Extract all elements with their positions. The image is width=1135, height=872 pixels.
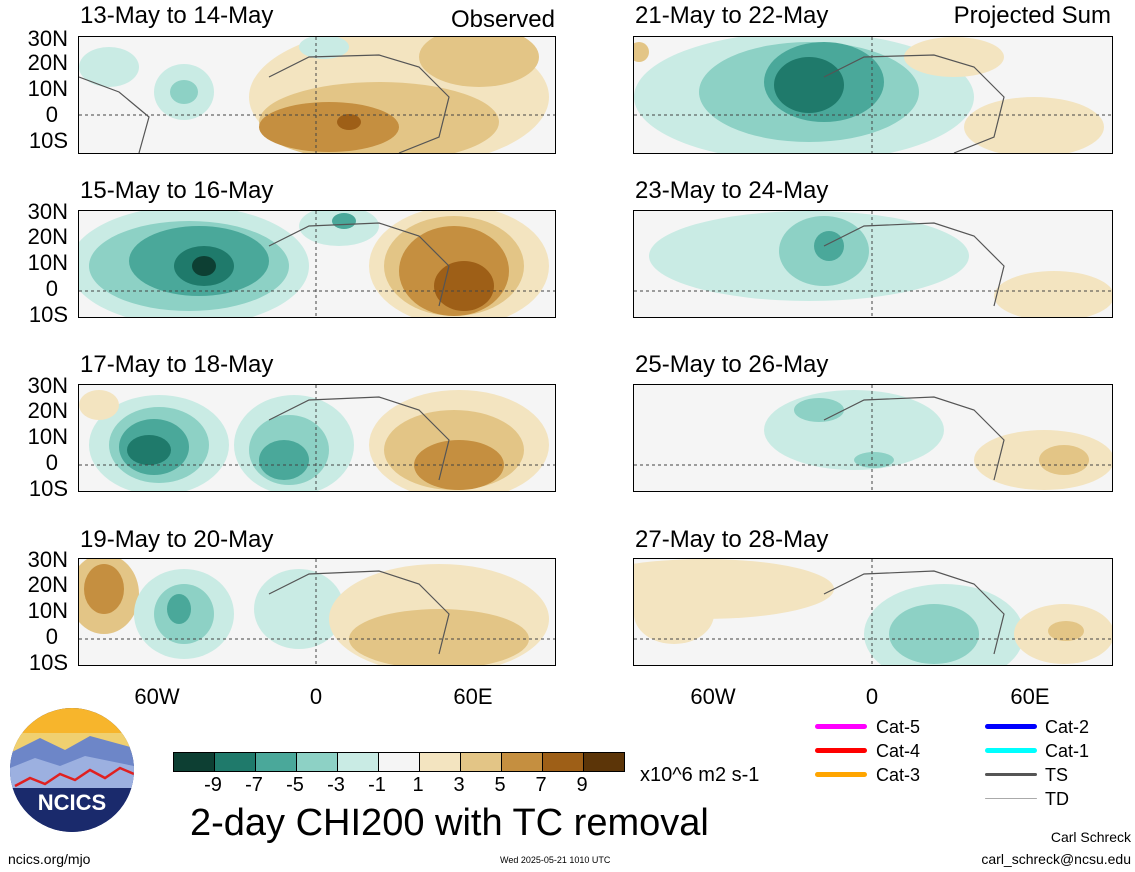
- lon-label: 60W: [690, 684, 736, 709]
- ncics-logo: NCICS: [10, 708, 134, 832]
- lat-label: 10S: [28, 302, 68, 327]
- lon-label: 0: [865, 684, 879, 709]
- map-obs-1: [79, 37, 555, 153]
- map-panel-proj-4: [633, 558, 1113, 666]
- lat-label: 20N: [27, 398, 68, 423]
- lat-label: 30N: [27, 199, 68, 224]
- map-panel-obs-4: [78, 558, 556, 666]
- legend-line-cat4: [815, 748, 867, 753]
- map-panel-obs-1: [78, 36, 556, 154]
- colorbar-tick: -5: [286, 774, 304, 796]
- map-proj-1: [634, 37, 1112, 153]
- footer-url: ncics.org/mjo: [8, 851, 91, 867]
- lon-label: 0: [309, 684, 323, 709]
- map-proj-3: [634, 385, 1112, 491]
- lat-label: 30N: [27, 373, 68, 398]
- lat-label: 30N: [27, 26, 68, 51]
- colorbar: [173, 752, 625, 772]
- panel-title-obs-4: 19-May to 20-May: [80, 526, 274, 553]
- lat-label: 10N: [27, 424, 68, 449]
- colorbar-swatch: [215, 753, 256, 771]
- map-panel-proj-3: [633, 384, 1113, 492]
- colorbar-swatch: [174, 753, 215, 771]
- logo-text: NCICS: [37, 790, 107, 815]
- colorbar-tick: -9: [204, 774, 222, 796]
- lat-label: 0: [45, 624, 58, 649]
- legend-label-cat1: Cat-1: [1045, 741, 1090, 761]
- panel-title-obs-2: 15-May to 16-May: [80, 177, 274, 204]
- lat-label: 0: [45, 102, 58, 127]
- lon-label: 60W: [134, 684, 180, 709]
- legend-line-cat5: [815, 724, 867, 729]
- map-panel-proj-1: [633, 36, 1113, 154]
- panel-title-proj-2: 23-May to 24-May: [635, 177, 829, 204]
- map-panel-obs-3: [78, 384, 556, 492]
- lat-label: 20N: [27, 572, 68, 597]
- colorbar-units: x10^6 m2 s-1: [640, 764, 760, 786]
- legend-line-ts: [985, 773, 1037, 776]
- main-title: 2-day CHI200 with TC removal: [190, 802, 709, 844]
- map-proj-4: [634, 559, 1112, 665]
- panel-title-proj-3: 25-May to 26-May: [635, 351, 829, 378]
- colorbar-swatch: [584, 753, 624, 771]
- map-obs-4: [79, 559, 555, 665]
- projected-label: Projected Sum: [953, 2, 1111, 29]
- legend-label-ts: TS: [1045, 765, 1069, 785]
- lat-label: 10S: [28, 650, 68, 675]
- colorbar-tick: 5: [494, 774, 506, 796]
- colorbar-swatch: [338, 753, 379, 771]
- legend-label-cat3: Cat-3: [876, 765, 921, 785]
- map-obs-2: [79, 211, 555, 317]
- author-email: carl_schreck@ncsu.edu: [981, 851, 1131, 867]
- map-panel-proj-2: [633, 210, 1113, 318]
- colorbar-swatch: [502, 753, 543, 771]
- colorbar-swatch: [379, 753, 420, 771]
- panel-title-proj-4: 27-May to 28-May: [635, 526, 829, 553]
- legend-label-cat5: Cat-5: [876, 717, 921, 737]
- colorbar-swatch: [297, 753, 338, 771]
- lat-label: 10N: [27, 598, 68, 623]
- colorbar-tick: -7: [245, 774, 263, 796]
- lat-label: 20N: [27, 224, 68, 249]
- footer-timestamp: Wed 2025-05-21 1010 UTC: [500, 855, 611, 865]
- lat-label: 20N: [27, 50, 68, 75]
- lon-label: 60E: [453, 684, 493, 709]
- observed-label: Observed: [450, 6, 555, 33]
- legend-line-cat2: [985, 724, 1037, 729]
- legend-line-cat3: [815, 772, 867, 777]
- colorbar-swatch: [256, 753, 297, 771]
- legend-label-cat4: Cat-4: [876, 741, 921, 761]
- panel-title-proj-1: 21-May to 22-May: [635, 2, 829, 29]
- colorbar-tick: 7: [535, 774, 547, 796]
- colorbar-swatch: [543, 753, 584, 771]
- legend-label-cat2: Cat-2: [1045, 717, 1090, 737]
- author-name: Carl Schreck: [1050, 829, 1131, 845]
- lat-label: 10S: [28, 128, 68, 153]
- legend-line-td: [985, 798, 1037, 799]
- panel-title-obs-3: 17-May to 18-May: [80, 351, 274, 378]
- lat-label: 30N: [27, 547, 68, 572]
- legend-label-td: TD: [1045, 789, 1069, 809]
- map-proj-2: [634, 211, 1112, 317]
- colorbar-tick: 3: [453, 774, 465, 796]
- colorbar-swatch: [420, 753, 461, 771]
- legend-line-cat1: [985, 748, 1037, 753]
- panel-title-obs-1: 13-May to 14-May: [80, 2, 274, 29]
- colorbar-tick: -1: [368, 774, 386, 796]
- lat-label: 0: [45, 276, 58, 301]
- colorbar-swatch: [461, 753, 502, 771]
- lat-label: 10N: [27, 250, 68, 275]
- map-panel-obs-2: [78, 210, 556, 318]
- colorbar-tick: -3: [327, 774, 345, 796]
- colorbar-tick: 1: [412, 774, 424, 796]
- lat-label: 10N: [27, 76, 68, 101]
- lon-label: 60E: [1010, 684, 1050, 709]
- lat-label: 10S: [28, 476, 68, 501]
- map-obs-3: [79, 385, 555, 491]
- lat-label: 0: [45, 450, 58, 475]
- colorbar-tick: 9: [576, 774, 588, 796]
